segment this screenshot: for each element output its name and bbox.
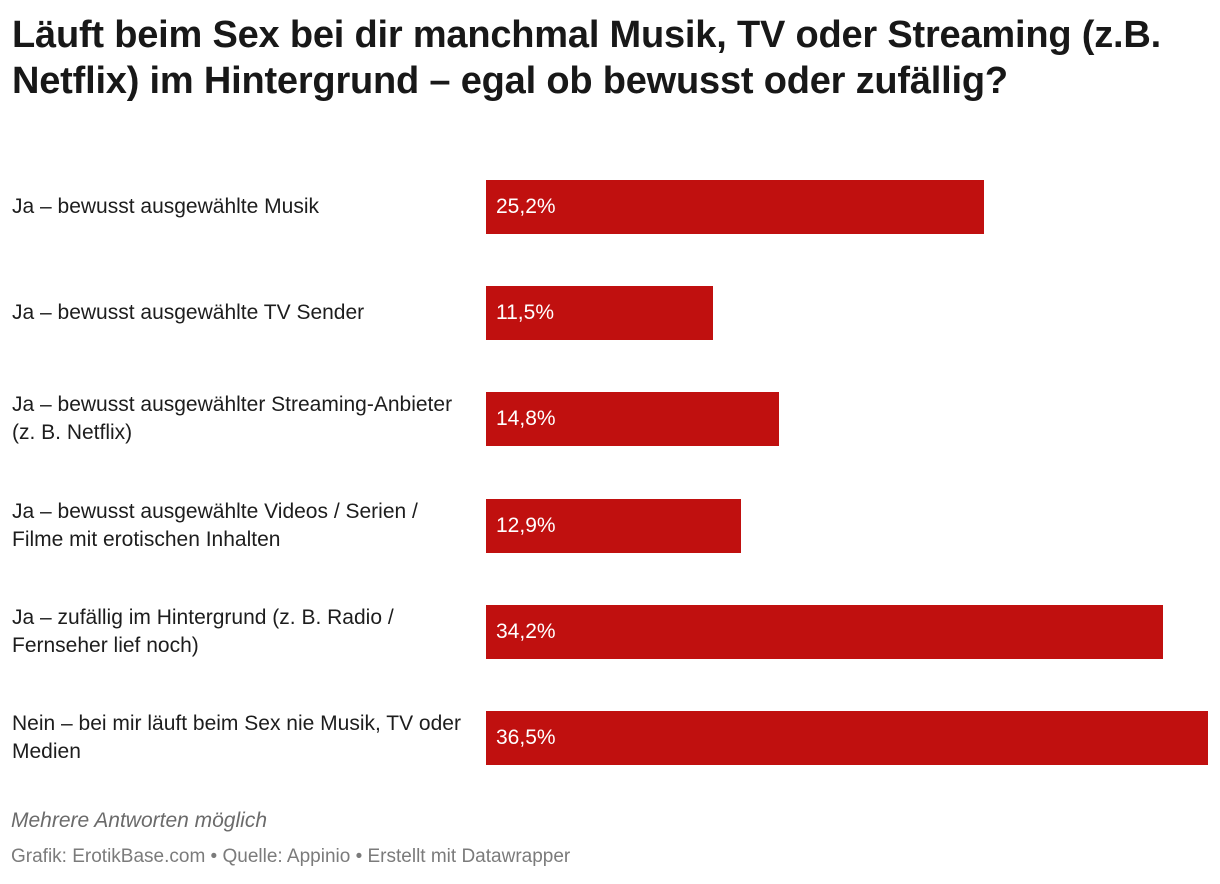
bar (486, 499, 741, 553)
category-label: Ja – bewusst ausgewählte Videos / Serien… (12, 500, 418, 551)
bar-value-label: 34,2% (496, 620, 556, 643)
bar-value-label: 12,9% (496, 514, 556, 537)
bar (486, 711, 1208, 765)
bar-value-label: 14,8% (496, 407, 556, 430)
bar-value-label: 36,5% (496, 726, 556, 749)
category-label: Ja – zufällig im Hintergrund (z. B. Radi… (12, 606, 394, 657)
category-label: Ja – bewusst ausgewählte TV Sender (12, 301, 365, 324)
bar (486, 180, 984, 234)
bar-chart: Ja – bewusst ausgewählte Musik 25,2% Ja – … (12, 180, 1208, 765)
category-label: Ja – bewusst ausgewählter Streaming-Anbi… (12, 393, 453, 444)
category-label: Nein – bei mir läuft beim Sex nie Musik,… (12, 712, 461, 763)
bar (486, 605, 1163, 659)
bar (486, 286, 713, 340)
chart-footer: Grafik: ErotikBase.com • Quelle: Appinio… (11, 846, 571, 867)
chart-note: Mehrere Antworten möglich (11, 809, 267, 832)
bar-value-label: 11,5% (496, 301, 554, 324)
bar-value-label: 25,2% (496, 195, 556, 218)
bar (486, 392, 779, 446)
category-label: Ja – bewusst ausgewählte Musik (12, 195, 319, 218)
chart-title: Läuft beim Sex bei dir manchmal Musik, T… (12, 14, 1161, 102)
